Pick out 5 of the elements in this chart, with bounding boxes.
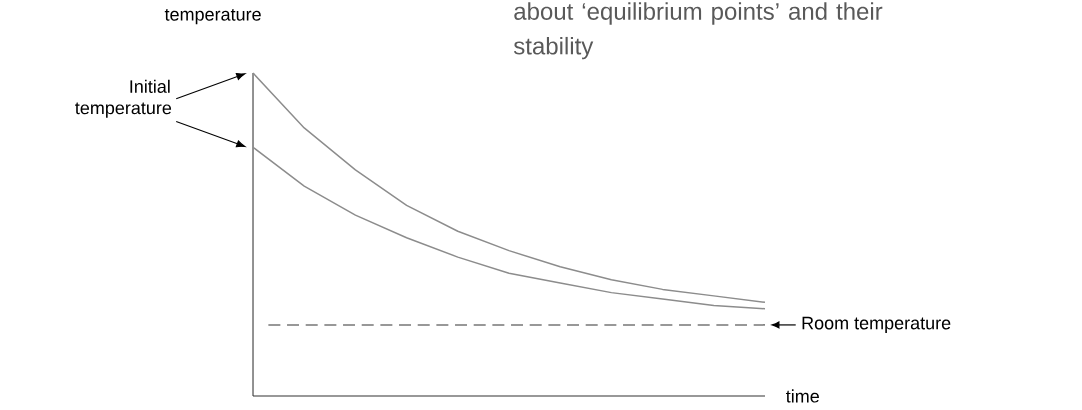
text: Initial temperature — [75, 79, 172, 118]
y-axis-title: temperature — [164, 8, 261, 25]
text: about ‘equilibrium points’ and their stability — [513, 2, 883, 60]
ref-line-label: Room temperature — [802, 316, 951, 333]
x-axis-title: time — [786, 389, 819, 403]
